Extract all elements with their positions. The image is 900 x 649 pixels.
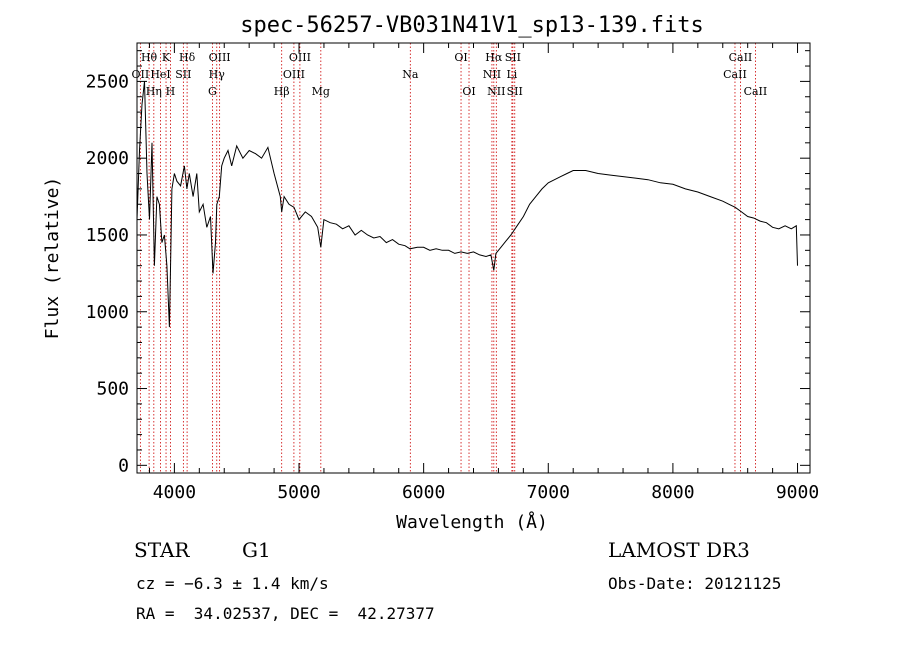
y-tick-label: 2000 [86,148,129,169]
spectral-line-label: NII [487,85,505,98]
spectral-line-label: Hθ [141,51,158,64]
y-tick-label: 1500 [86,225,129,246]
spectral-line-label: G [208,85,217,98]
spectral-line-label: Hδ [179,51,196,64]
coordinates: RA = 34.02537, DEC = 42.27377 [136,604,435,623]
spectral-line-labels: Hθ OII Hη K HeI SII H Hδ OIII Hγ G Hβ OIII OIII Mg Na OI… [132,51,768,98]
spectral-line-label: OIII [289,51,311,64]
spectral-line-label: Mg [312,85,330,98]
spectral-line-label: NII [483,68,501,81]
chart-title: spec-56257-VB031N41V1_sp13-139.fits [240,13,704,38]
spectral-line-label: Hβ [274,85,290,98]
spectral-line-label: OI [454,51,467,64]
spectral-lines-layer [139,43,756,473]
x-axis-ticks: 4000 5000 6000 7000 8000 9000 [148,43,819,503]
x-tick-label: 5000 [277,482,320,503]
redshift-text: cz = −6.3 ± 1.4 km/s [136,574,329,593]
spectral-line-label: SII [175,68,191,81]
y-axis-label: Flux (relative) [42,177,63,340]
spectral-line-label: Na [402,68,419,81]
x-tick-label: 4000 [153,482,196,503]
y-tick-label: 0 [118,455,129,476]
x-tick-label: 8000 [651,482,694,503]
spectral-line-label: OII [132,68,150,81]
object-class: STAR [134,538,190,562]
x-axis-label: Wavelength (Å) [396,511,548,533]
spectral-line-label: Hγ [209,68,226,81]
spectral-line-label: K [162,51,171,64]
spectral-line-label: CaII [729,51,753,64]
survey-name: LAMOST DR3 [608,538,750,562]
spectral-line-label: OIII [209,51,231,64]
spectral-line-label: SII [505,51,521,64]
plot-frame [136,42,811,474]
x-tick-label: 6000 [402,482,445,503]
y-axis-ticks: 0 500 1000 1500 2000 2500 [86,50,810,476]
y-tick-label: 500 [96,379,129,400]
y-tick-label: 2500 [86,71,129,92]
spectral-line-label: Li [506,68,517,81]
spectral-line-label: CaII [723,68,747,81]
x-tick-label: 7000 [527,482,570,503]
spectral-line-label: HeI [150,68,170,81]
spectrum-line [136,81,798,328]
spectral-line-label: OIII [283,68,305,81]
obs-date: Obs-Date: 20121125 [608,574,782,593]
series-layer [136,81,798,328]
spectral-line-label: CaII [744,85,768,98]
spectral-line-label: Hη [146,85,162,98]
object-subclass: G1 [242,538,271,562]
spectral-line-label: H [166,85,176,98]
x-tick-label: 9000 [776,482,819,503]
spectral-line-label: SII [507,85,523,98]
y-tick-label: 1000 [86,302,129,323]
spectral-line-label: OI [462,85,475,98]
spectral-line-label: Hα [485,51,503,64]
